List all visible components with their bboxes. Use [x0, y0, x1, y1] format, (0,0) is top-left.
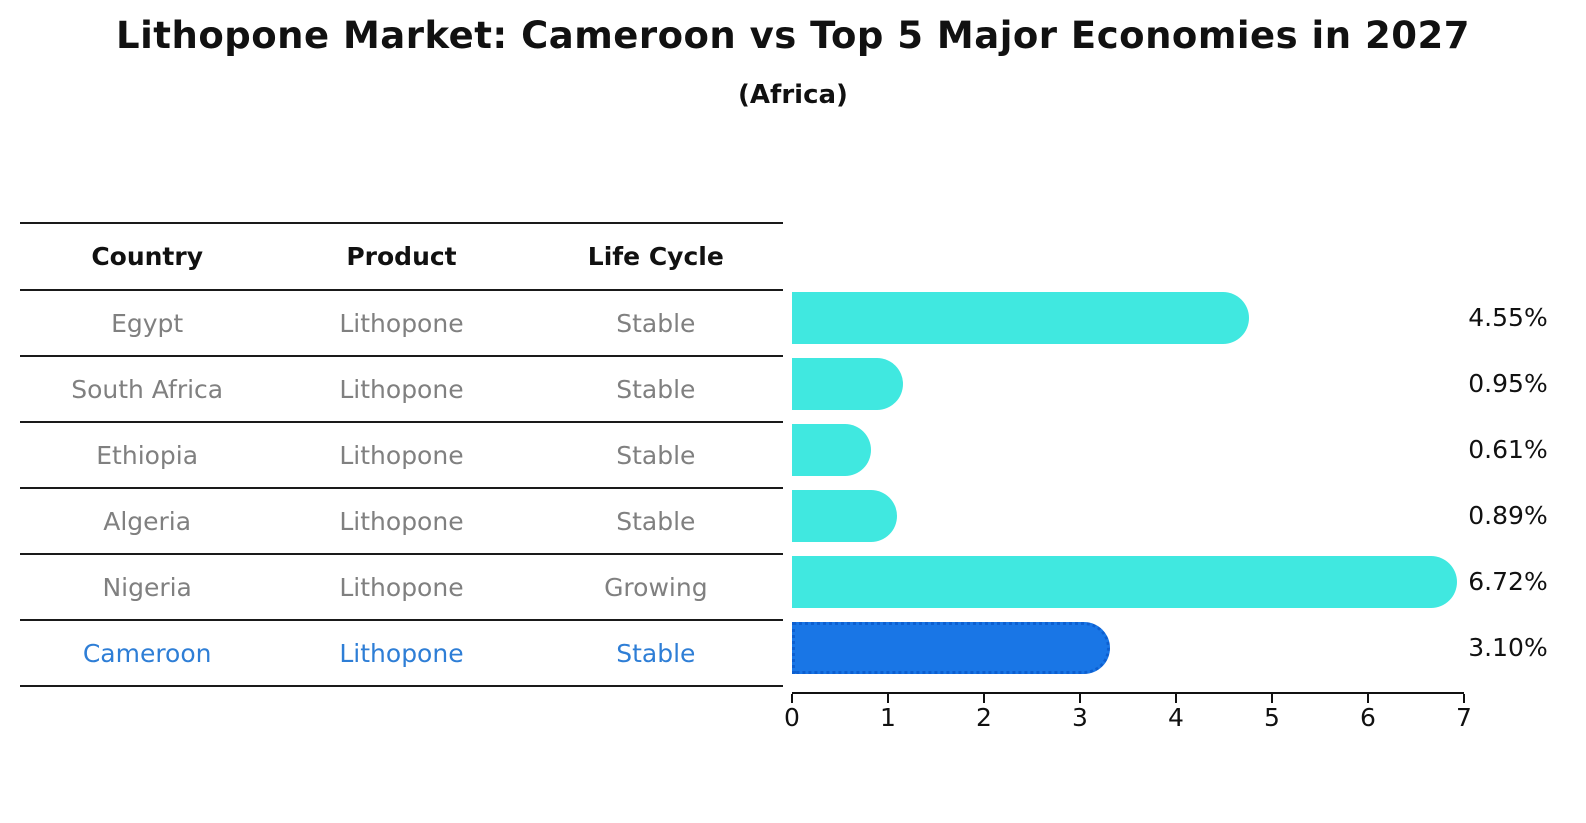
- x-tick-mark: [1271, 694, 1273, 703]
- cell-life-cycle: Stable: [616, 506, 696, 536]
- x-tick-label: 5: [1264, 703, 1280, 732]
- cell-product: Lithopone: [339, 506, 464, 536]
- value-label-nigeria: 6.72%: [1468, 567, 1548, 596]
- cell-life-cycle: Stable: [616, 308, 696, 338]
- x-tick-mark: [1079, 694, 1081, 703]
- table-row-cameroon: Cameroon Lithopone Stable: [20, 621, 783, 687]
- bar-egypt: [792, 292, 1249, 344]
- x-tick-mark: [887, 694, 889, 703]
- cell-life-cycle: Growing: [604, 572, 708, 602]
- cell-country: Algeria: [103, 506, 192, 536]
- value-label-egypt: 4.55%: [1468, 303, 1548, 332]
- bar-row-algeria: [792, 490, 1464, 542]
- bar-row-egypt: [792, 292, 1464, 344]
- x-tick-label: 1: [880, 703, 896, 732]
- x-tick-label: 3: [1072, 703, 1088, 732]
- table-row-egypt: Egypt Lithopone Stable: [20, 291, 783, 357]
- cell-life-cycle: Stable: [616, 374, 696, 404]
- table-row-algeria: Algeria Lithopone Stable: [20, 489, 783, 555]
- cell-product: Lithopone: [339, 572, 464, 602]
- value-label-algeria: 0.89%: [1468, 501, 1548, 530]
- table-header-row: Country Product Life Cycle: [20, 224, 783, 291]
- x-tick-label: 4: [1168, 703, 1184, 732]
- cell-country: Ethiopia: [96, 440, 199, 470]
- value-label-ethiopia: 0.61%: [1468, 435, 1548, 464]
- table-row-south-africa: South Africa Lithopone Stable: [20, 357, 783, 423]
- cell-life-cycle: Stable: [616, 638, 696, 668]
- bar-row-ethiopia: [792, 424, 1464, 476]
- x-tick-mark: [1463, 694, 1465, 703]
- bar-row-south-africa: [792, 358, 1464, 410]
- cell-product: Lithopone: [339, 374, 464, 404]
- cell-product: Lithopone: [339, 308, 464, 338]
- cell-country: Nigeria: [102, 572, 192, 602]
- bar-row-cameroon: [792, 622, 1464, 674]
- value-label-cameroon: 3.10%: [1468, 633, 1548, 662]
- x-tick-label: 6: [1360, 703, 1376, 732]
- x-axis-line: [792, 692, 1464, 694]
- cell-life-cycle: Stable: [616, 440, 696, 470]
- bar-south-africa: [792, 358, 904, 410]
- cell-product: Lithopone: [339, 440, 464, 470]
- cell-country: South Africa: [71, 374, 224, 404]
- x-tick-mark: [983, 694, 985, 703]
- x-tick-mark: [791, 694, 793, 703]
- x-tick-label: 2: [976, 703, 992, 732]
- chart-subtitle: (Africa): [738, 80, 848, 110]
- country-table: Country Product Life Cycle Egypt Lithopo…: [20, 222, 783, 687]
- bar-algeria: [792, 490, 898, 542]
- table-row-nigeria: Nigeria Lithopone Growing: [20, 555, 783, 621]
- column-header-product: Product: [346, 242, 457, 271]
- bar-ethiopia: [792, 424, 871, 476]
- cell-country: Egypt: [111, 308, 184, 338]
- column-header-country: Country: [91, 242, 204, 271]
- column-header-life-cycle: Life Cycle: [587, 242, 724, 271]
- x-tick-mark: [1367, 694, 1369, 703]
- x-tick-label: 0: [784, 703, 800, 732]
- table-row-ethiopia: Ethiopia Lithopone Stable: [20, 423, 783, 489]
- cell-country: Cameroon: [82, 638, 212, 668]
- x-tick-mark: [1175, 694, 1177, 703]
- value-label-south-africa: 0.95%: [1468, 369, 1548, 398]
- cell-product: Lithopone: [339, 638, 464, 668]
- bar-cameroon: [792, 622, 1110, 674]
- bar-nigeria: [792, 556, 1458, 608]
- bar-row-nigeria: [792, 556, 1464, 608]
- chart-title: Lithopone Market: Cameroon vs Top 5 Majo…: [116, 14, 1470, 57]
- x-tick-label: 7: [1456, 703, 1472, 732]
